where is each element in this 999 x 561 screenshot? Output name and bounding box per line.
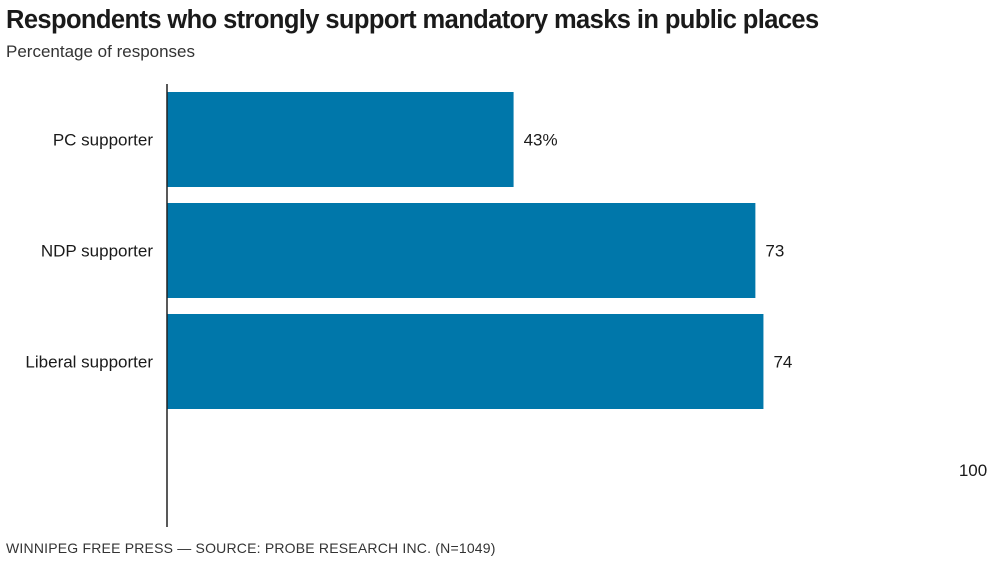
bar	[167, 314, 764, 409]
bar	[167, 92, 514, 187]
value-label: 43%	[524, 131, 558, 150]
source-credit: WINNIPEG FREE PRESS — SOURCE: PROBE RESE…	[6, 540, 496, 556]
chart-subtitle: Percentage of responses	[6, 42, 196, 61]
category-label: NDP supporter	[41, 242, 153, 261]
value-label: 73	[765, 242, 784, 261]
bar	[167, 203, 756, 298]
chart-title: Respondents who strongly support mandato…	[6, 6, 819, 34]
category-label: PC supporter	[53, 131, 153, 150]
category-label: Liberal supporter	[25, 353, 153, 372]
value-label: 74	[773, 353, 792, 372]
x-tick-label: 100	[959, 461, 987, 480]
